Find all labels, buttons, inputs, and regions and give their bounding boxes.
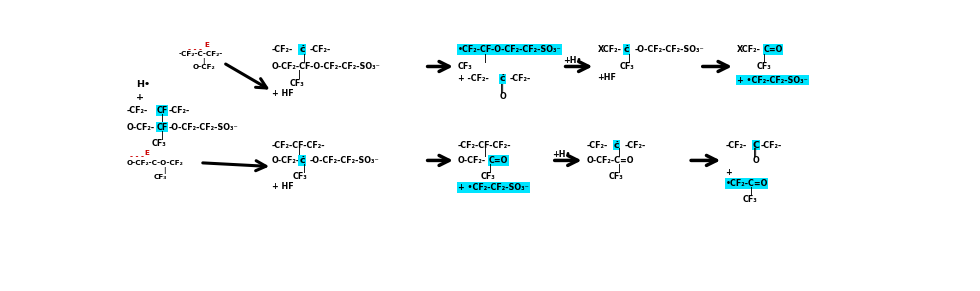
Text: ċ: ċ xyxy=(613,141,619,150)
Text: +H•: +H• xyxy=(552,150,570,159)
Text: |: | xyxy=(617,148,620,157)
Text: -CF₂-: -CF₂- xyxy=(310,45,331,54)
Text: |: | xyxy=(489,164,492,173)
Text: H•: H• xyxy=(136,81,151,89)
Text: O-CF₂-C=O: O-CF₂-C=O xyxy=(587,156,634,165)
Text: O: O xyxy=(753,156,760,165)
Text: -CF₂-: -CF₂- xyxy=(587,141,608,150)
Text: CF₃: CF₃ xyxy=(154,174,167,180)
Text: |: | xyxy=(484,148,487,157)
Text: ċ: ċ xyxy=(299,45,305,54)
Text: -CF₂-: -CF₂- xyxy=(272,45,293,54)
Text: O-CF₂-: O-CF₂- xyxy=(458,156,486,165)
Text: |: | xyxy=(628,54,631,63)
Text: CF₃: CF₃ xyxy=(619,62,634,71)
Text: |: | xyxy=(299,148,301,157)
Text: O-CF₂-C-O-CF₂: O-CF₂-C-O-CF₂ xyxy=(126,160,183,166)
Text: |: | xyxy=(162,131,164,140)
Text: CF₃: CF₃ xyxy=(458,62,472,71)
Text: XCF₂-: XCF₂- xyxy=(598,45,621,54)
Text: |: | xyxy=(763,54,766,63)
Text: CF: CF xyxy=(157,106,168,115)
Text: XCF₂-: XCF₂- xyxy=(737,45,760,54)
Text: |: | xyxy=(617,164,620,173)
Text: ċ: ċ xyxy=(624,45,629,54)
Text: -CF₂-CF-CF₂-: -CF₂-CF-CF₂- xyxy=(458,141,512,150)
Text: E: E xyxy=(204,42,209,48)
Text: CF₃: CF₃ xyxy=(152,139,167,148)
Text: C: C xyxy=(753,141,760,150)
Text: CF₃: CF₃ xyxy=(289,79,304,88)
Text: |: | xyxy=(303,164,306,173)
Text: -CF₂-: -CF₂- xyxy=(126,106,148,115)
Text: + -CF₂-: + -CF₂- xyxy=(458,74,489,83)
Text: +H•: +H• xyxy=(563,56,581,65)
Text: •CF₂-CF-O-CF₂-CF₂-SO₃⁻: •CF₂-CF-O-CF₂-CF₂-SO₃⁻ xyxy=(458,45,562,54)
Text: ċ: ċ xyxy=(299,156,305,165)
Text: -CF₂-: -CF₂- xyxy=(760,141,782,150)
Text: E: E xyxy=(144,150,149,156)
Text: •CF₂-C=O: •CF₂-C=O xyxy=(725,179,767,188)
Text: -CF₂-: -CF₂- xyxy=(725,141,747,150)
Text: +HF: +HF xyxy=(598,73,616,82)
Text: C=O: C=O xyxy=(763,45,783,54)
Text: -CF₂-CF-CF₂-: -CF₂-CF-CF₂- xyxy=(272,141,325,150)
Text: +: + xyxy=(136,93,144,102)
Text: + HF: + HF xyxy=(272,182,294,191)
Text: -O-CF₂-CF₂-SO₃⁻: -O-CF₂-CF₂-SO₃⁻ xyxy=(310,156,380,165)
Text: |: | xyxy=(202,58,205,65)
Text: CF₃: CF₃ xyxy=(757,62,771,71)
Text: |: | xyxy=(162,114,164,123)
Text: |: | xyxy=(751,187,753,196)
Text: -CF₂-C-CF₂-: -CF₂-C-CF₂- xyxy=(178,51,222,57)
Text: CF₃: CF₃ xyxy=(743,195,758,204)
Text: -CF₂-: -CF₂- xyxy=(510,74,531,83)
Text: O-CF₂-: O-CF₂- xyxy=(126,123,155,132)
Text: + •CF₂-CF₂-SO₃⁻: + •CF₂-CF₂-SO₃⁻ xyxy=(458,183,529,192)
Text: -CF₂-: -CF₂- xyxy=(169,106,190,115)
Text: CF₃: CF₃ xyxy=(609,172,623,181)
Text: - - -: - - - xyxy=(130,154,144,160)
Text: |: | xyxy=(484,54,487,63)
Text: ‖: ‖ xyxy=(753,148,757,157)
Text: ċ: ċ xyxy=(500,74,506,83)
Text: + HF: + HF xyxy=(272,89,294,98)
Text: CF₃: CF₃ xyxy=(293,172,308,181)
Text: C=O: C=O xyxy=(489,156,509,165)
Text: |: | xyxy=(163,167,166,174)
Text: -O-CF₂-CF₂-SO₃⁻: -O-CF₂-CF₂-SO₃⁻ xyxy=(169,123,239,132)
Text: O-CF₂: O-CF₂ xyxy=(192,64,215,70)
Text: -CF₂-: -CF₂- xyxy=(624,141,646,150)
Text: O-CF₂-: O-CF₂- xyxy=(272,156,300,165)
Text: + •CF₂-CF₂-SO₃⁻: + •CF₂-CF₂-SO₃⁻ xyxy=(737,76,808,85)
Text: - - -: - - - xyxy=(188,47,203,53)
Text: ‖: ‖ xyxy=(500,84,504,93)
Text: |: | xyxy=(299,70,301,79)
Text: CF₃: CF₃ xyxy=(480,172,495,181)
Text: O-CF₂-CF-O-CF₂-CF₂-SO₃⁻: O-CF₂-CF-O-CF₂-CF₂-SO₃⁻ xyxy=(272,62,381,71)
Text: CF: CF xyxy=(157,123,168,132)
Text: O: O xyxy=(500,92,507,101)
Text: +: + xyxy=(725,168,732,177)
Text: |: | xyxy=(303,54,306,63)
Text: -O-CF₂-CF₂-SO₃⁻: -O-CF₂-CF₂-SO₃⁻ xyxy=(635,45,705,54)
